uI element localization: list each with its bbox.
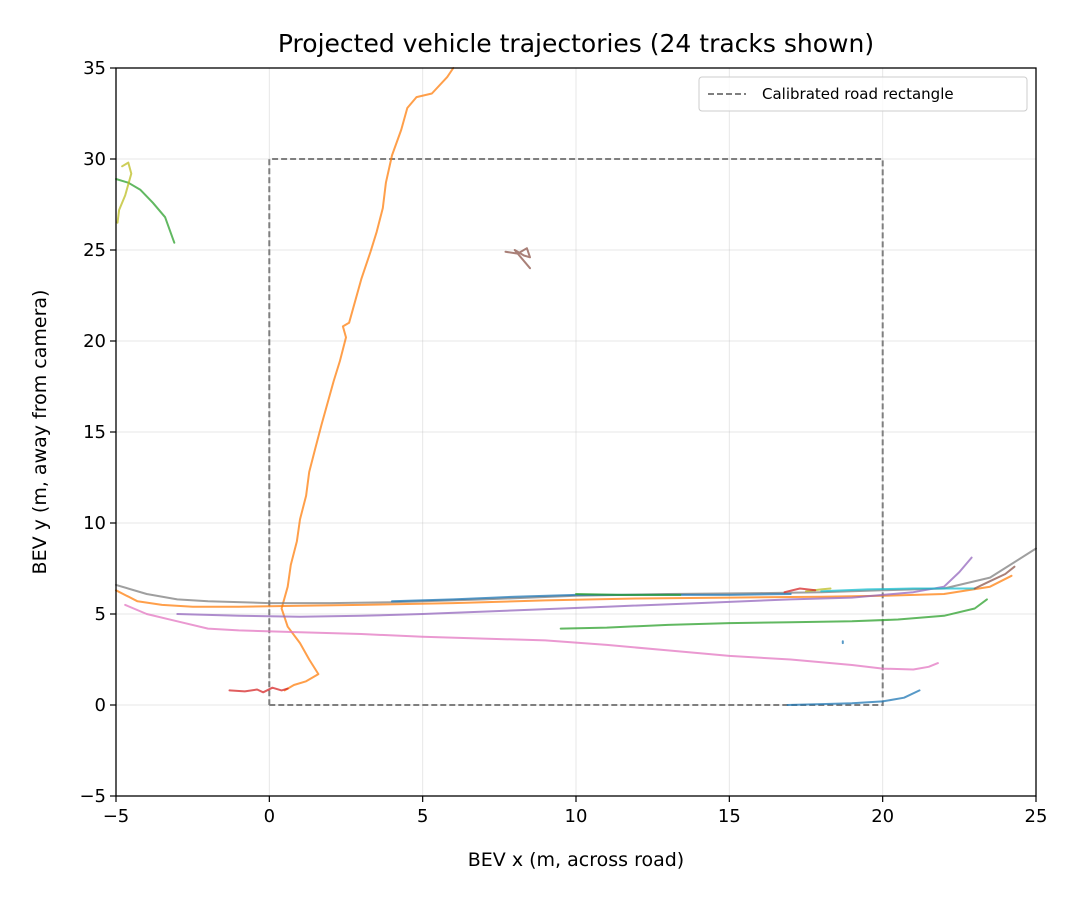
x-tick-label: 20 [871,806,894,827]
x-axis-label: BEV x (m, across road) [468,849,684,871]
trajectory-track-10 [973,565,1016,590]
y-axis: −5 0 5 10 15 20 25 30 35 [79,58,116,807]
legend: Calibrated road rectangle [698,76,1028,112]
y-tick-label: 0 [95,695,106,716]
trajectory-track-6 [575,593,682,596]
plot-area [115,67,1037,706]
y-tick-label: 15 [83,422,106,443]
trajectory-track-1 [280,67,455,692]
trajectory-track-18 [504,247,531,270]
trajectory-track-15 [228,686,289,694]
road-rectangle [268,158,884,706]
trajectory-track-9 [783,587,817,594]
y-axis-label: BEV y (m, away from camera) [29,290,51,575]
trajectory-track-2 [115,574,1013,608]
legend-label-road-rectangle: Calibrated road rectangle [762,85,954,103]
x-tick-label: 25 [1025,806,1048,827]
grid [115,67,1037,797]
y-tick-label: 10 [83,513,106,534]
trajectory-track-16 [115,178,176,244]
trajectory-track-11 [124,603,939,671]
y-tick-label: 20 [83,331,106,352]
trajectory-track-13 [786,689,921,706]
y-tick-label: 35 [83,58,106,79]
legend-box [698,76,1028,112]
y-tick-label: 30 [83,149,106,170]
trajectory-track-7 [820,587,976,593]
x-tick-label: 10 [565,806,588,827]
trajectory-track-12 [559,598,988,630]
x-tick-label: −5 [103,806,130,827]
trajectory-track-17 [116,161,133,224]
y-tick-label: 5 [95,604,106,625]
y-tick-label: 25 [83,240,106,261]
chart-title: Projected vehicle trajectories (24 track… [278,29,874,58]
x-tick-label: 5 [417,806,428,827]
x-axis: −5 0 5 10 15 20 25 [103,796,1048,827]
x-tick-label: 0 [264,806,275,827]
trajectory-track-4 [176,556,973,618]
y-tick-label: −5 [79,786,106,807]
x-tick-label: 15 [718,806,741,827]
